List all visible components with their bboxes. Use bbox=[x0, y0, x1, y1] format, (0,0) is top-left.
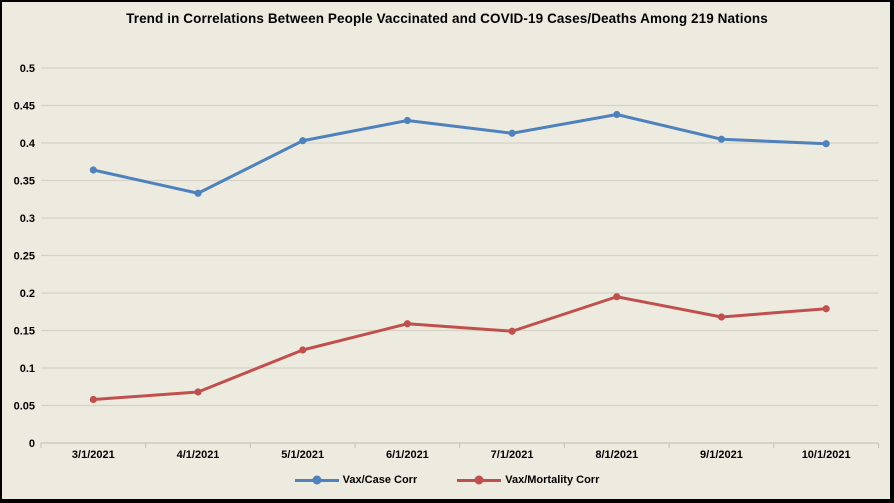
chart-title: Trend in Correlations Between People Vac… bbox=[126, 11, 768, 26]
data-point-marker bbox=[299, 346, 307, 354]
data-point-marker bbox=[194, 189, 202, 197]
y-axis-tick-label: 0.35 bbox=[14, 176, 35, 188]
y-axis-tick-label: 0.3 bbox=[20, 213, 35, 225]
legend-label-vax-mortality-corr: Vax/Mortality Corr bbox=[505, 474, 600, 486]
data-point-marker bbox=[717, 135, 726, 143]
data-point-marker bbox=[403, 320, 412, 328]
y-axis-tick-label: 0.1 bbox=[20, 363, 35, 375]
data-point-marker bbox=[194, 388, 202, 396]
data-point-marker bbox=[403, 116, 412, 125]
data-point-marker bbox=[613, 110, 621, 119]
series-line bbox=[91, 295, 828, 401]
data-point-marker bbox=[89, 166, 97, 174]
data-point-marker bbox=[822, 305, 830, 313]
y-axis-tick-label: 0 bbox=[29, 438, 35, 450]
legend-label-vax-case-corr: Vax/Case Corr bbox=[342, 474, 418, 486]
legend-dot-red bbox=[474, 475, 484, 485]
x-axis-tick-label: 4/1/2021 bbox=[177, 449, 220, 461]
x-axis-tick-label: 6/1/2021 bbox=[386, 449, 429, 461]
legend-line-marker-red bbox=[457, 475, 502, 485]
data-point-marker bbox=[717, 313, 726, 321]
data-point-marker bbox=[89, 395, 97, 404]
data-point-marker bbox=[613, 293, 621, 301]
legend-line-marker-blue bbox=[294, 475, 339, 485]
legend-item-vax-case-corr: Vax/Case Corr bbox=[294, 474, 418, 486]
chart-legend: Vax/Case Corr Vax/Mortality Corr bbox=[0, 470, 894, 490]
y-axis-tick-label: 0.15 bbox=[14, 326, 35, 338]
x-axis-tick-label: 9/1/2021 bbox=[700, 449, 743, 461]
data-point-marker bbox=[508, 129, 516, 137]
y-axis-tick-label: 0.2 bbox=[20, 288, 35, 300]
data-point-marker bbox=[508, 327, 516, 335]
data-point-marker bbox=[822, 140, 830, 148]
legend-item-vax-mortality-corr: Vax/Mortality Corr bbox=[457, 474, 599, 486]
data-point-marker bbox=[299, 137, 307, 145]
x-axis-tick-label: 10/1/2021 bbox=[802, 449, 851, 461]
x-axis-tick-label: 8/1/2021 bbox=[595, 449, 638, 461]
y-axis-tick-label: 0.4 bbox=[20, 138, 36, 150]
x-axis-tick-label: 3/1/2021 bbox=[72, 449, 115, 461]
series-line bbox=[91, 113, 828, 195]
y-axis-tick-label: 0.5 bbox=[20, 63, 35, 75]
legend-dot-blue bbox=[312, 475, 322, 485]
x-axis-tick-label: 5/1/2021 bbox=[281, 449, 324, 461]
y-axis-tick-label: 0.25 bbox=[14, 251, 35, 263]
y-axis-tick-label: 0.05 bbox=[14, 401, 35, 413]
x-axis-tick-label: 7/1/2021 bbox=[491, 449, 534, 461]
y-axis-tick-label: 0.45 bbox=[14, 101, 35, 113]
